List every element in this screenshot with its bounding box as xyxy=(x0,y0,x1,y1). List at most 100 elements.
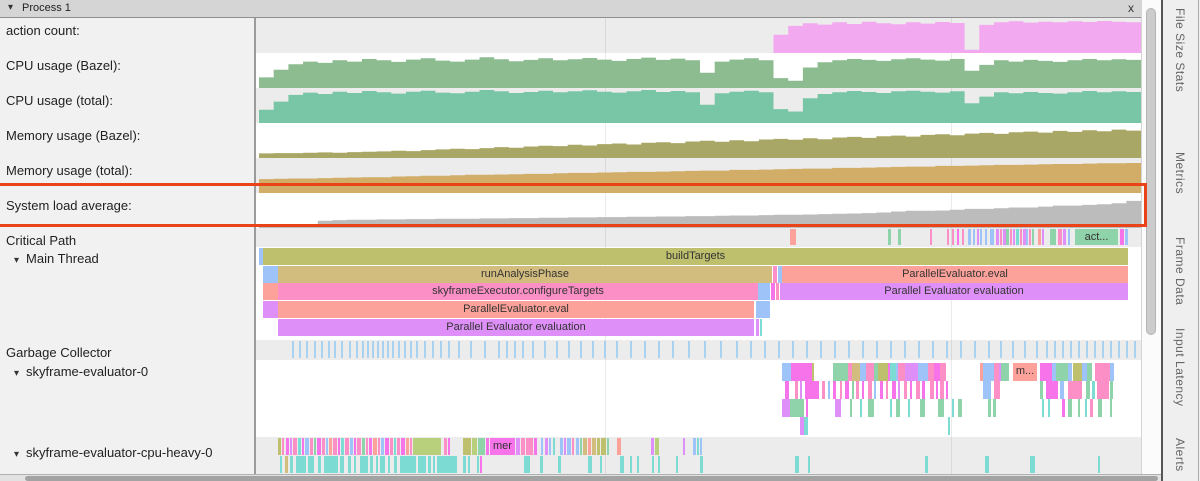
gc-tick[interactable] xyxy=(372,341,374,358)
trace-slice[interactable] xyxy=(840,381,842,399)
trace-slice[interactable] xyxy=(980,363,983,381)
trace-slice[interactable] xyxy=(290,456,293,473)
tab-file-size-stats[interactable]: File Size Stats xyxy=(1173,8,1187,93)
trace-slice[interactable] xyxy=(1052,363,1056,381)
trace-slice[interactable] xyxy=(868,399,874,417)
trace-slice[interactable] xyxy=(676,456,678,473)
trace-slice[interactable] xyxy=(852,381,854,399)
trace-slice[interactable] xyxy=(1082,363,1087,381)
gc-tick[interactable] xyxy=(672,341,674,358)
collapse-arrow-icon[interactable]: ▾ xyxy=(14,255,20,266)
trace-slice[interactable] xyxy=(302,438,304,455)
trace-slice[interactable] xyxy=(808,456,810,473)
trace-slice[interactable] xyxy=(833,381,836,399)
trace-slice[interactable] xyxy=(758,283,770,301)
gc-tick[interactable] xyxy=(904,341,906,358)
trace-slice[interactable] xyxy=(908,399,910,417)
trace-slice[interactable] xyxy=(983,381,991,399)
trace-slice[interactable] xyxy=(526,438,533,455)
trace-slice[interactable] xyxy=(397,438,400,455)
trace-slice[interactable] xyxy=(305,438,309,455)
trace-slice[interactable] xyxy=(1040,363,1052,381)
gc-tick[interactable] xyxy=(764,341,766,358)
trace-tick[interactable] xyxy=(1125,229,1128,245)
trace-slice[interactable] xyxy=(988,399,991,417)
gc-tick[interactable] xyxy=(604,341,606,358)
trace-slice[interactable] xyxy=(904,381,907,399)
trace-slice[interactable] xyxy=(806,399,808,417)
collapse-arrow-icon[interactable]: ▾ xyxy=(14,368,20,379)
trace-slice[interactable] xyxy=(1086,381,1090,399)
trace-slice[interactable]: runAnalysisPhase xyxy=(278,265,772,283)
trace-slice[interactable] xyxy=(1062,399,1065,417)
trace-slice[interactable] xyxy=(340,456,344,473)
trace-slice[interactable] xyxy=(588,456,592,473)
trace-slice[interactable] xyxy=(317,438,321,455)
trace-slice[interactable] xyxy=(828,381,830,399)
trace-slice[interactable] xyxy=(298,438,301,455)
gc-tick[interactable] xyxy=(398,341,400,358)
trace-slice[interactable] xyxy=(916,381,920,399)
trace-slice[interactable] xyxy=(852,363,860,381)
trace-slice[interactable] xyxy=(1078,399,1080,417)
trace-slice[interactable] xyxy=(938,399,944,417)
trace-slice[interactable] xyxy=(541,438,543,455)
trace-slice[interactable] xyxy=(428,456,431,473)
gc-tick[interactable] xyxy=(416,341,418,358)
tab-metrics[interactable]: Metrics xyxy=(1173,152,1187,195)
trace-tick[interactable] xyxy=(898,229,901,245)
trace-slice[interactable] xyxy=(835,399,841,417)
trace-slice[interactable]: ParallelEvaluator.eval xyxy=(782,265,1128,283)
trace-slice[interactable] xyxy=(940,381,944,399)
trace-slice[interactable] xyxy=(637,456,639,473)
trace-slice[interactable] xyxy=(463,438,471,455)
trace-slice[interactable] xyxy=(259,248,263,265)
gc-tick[interactable] xyxy=(688,341,690,358)
trace-slice[interactable] xyxy=(516,438,520,455)
counter-chart-system-load-average[interactable] xyxy=(259,193,1141,228)
gc-tick[interactable] xyxy=(616,341,618,358)
trace-slice[interactable] xyxy=(800,417,804,435)
gc-tick[interactable] xyxy=(292,341,294,358)
gc-tick[interactable] xyxy=(630,341,632,358)
gc-tick[interactable] xyxy=(1094,341,1096,358)
trace-slice[interactable] xyxy=(860,363,866,381)
trace-slice[interactable] xyxy=(910,381,912,399)
trace-slice[interactable] xyxy=(376,456,378,473)
trace-slice[interactable] xyxy=(400,456,416,473)
trace-slice[interactable] xyxy=(771,283,775,301)
trace-tick[interactable] xyxy=(1026,229,1028,245)
gc-tick[interactable] xyxy=(470,341,472,358)
trace-slice[interactable] xyxy=(410,438,412,455)
trace-slice[interactable] xyxy=(812,363,814,381)
trace-tick[interactable] xyxy=(1063,229,1066,245)
trace-slice[interactable] xyxy=(338,438,340,455)
gc-tick[interactable] xyxy=(321,341,323,358)
gc-tick[interactable] xyxy=(704,341,706,358)
trace-slice[interactable] xyxy=(773,265,777,283)
gc-tick[interactable] xyxy=(404,341,406,358)
trace-slice[interactable] xyxy=(345,438,349,455)
gc-tick[interactable] xyxy=(1000,341,1002,358)
trace-slice[interactable] xyxy=(890,399,892,417)
gc-tick[interactable] xyxy=(792,341,794,358)
gc-tick[interactable] xyxy=(1078,341,1080,358)
trace-slice[interactable] xyxy=(380,456,385,473)
trace-slice[interactable] xyxy=(1056,363,1068,381)
trace-slice[interactable] xyxy=(366,438,368,455)
counter-chart-memory-usage-bazel[interactable] xyxy=(259,123,1141,158)
gc-tick[interactable] xyxy=(448,341,450,358)
collapse-arrow-icon[interactable]: ▾ xyxy=(14,449,20,460)
trace-slice[interactable] xyxy=(756,318,759,336)
gc-tick[interactable] xyxy=(432,341,434,358)
trace-slice[interactable] xyxy=(791,363,812,381)
trace-tick[interactable] xyxy=(1038,229,1041,245)
trace-slice[interactable] xyxy=(983,363,994,381)
trace-slice[interactable]: skyframeExecutor.configureTargets xyxy=(278,283,758,301)
gc-tick[interactable] xyxy=(367,341,369,358)
trace-slice[interactable] xyxy=(922,381,925,399)
trace-slice[interactable] xyxy=(890,363,896,381)
gc-tick[interactable] xyxy=(1012,341,1014,358)
gc-tick[interactable] xyxy=(1046,341,1048,358)
trace-slice[interactable] xyxy=(437,456,457,473)
